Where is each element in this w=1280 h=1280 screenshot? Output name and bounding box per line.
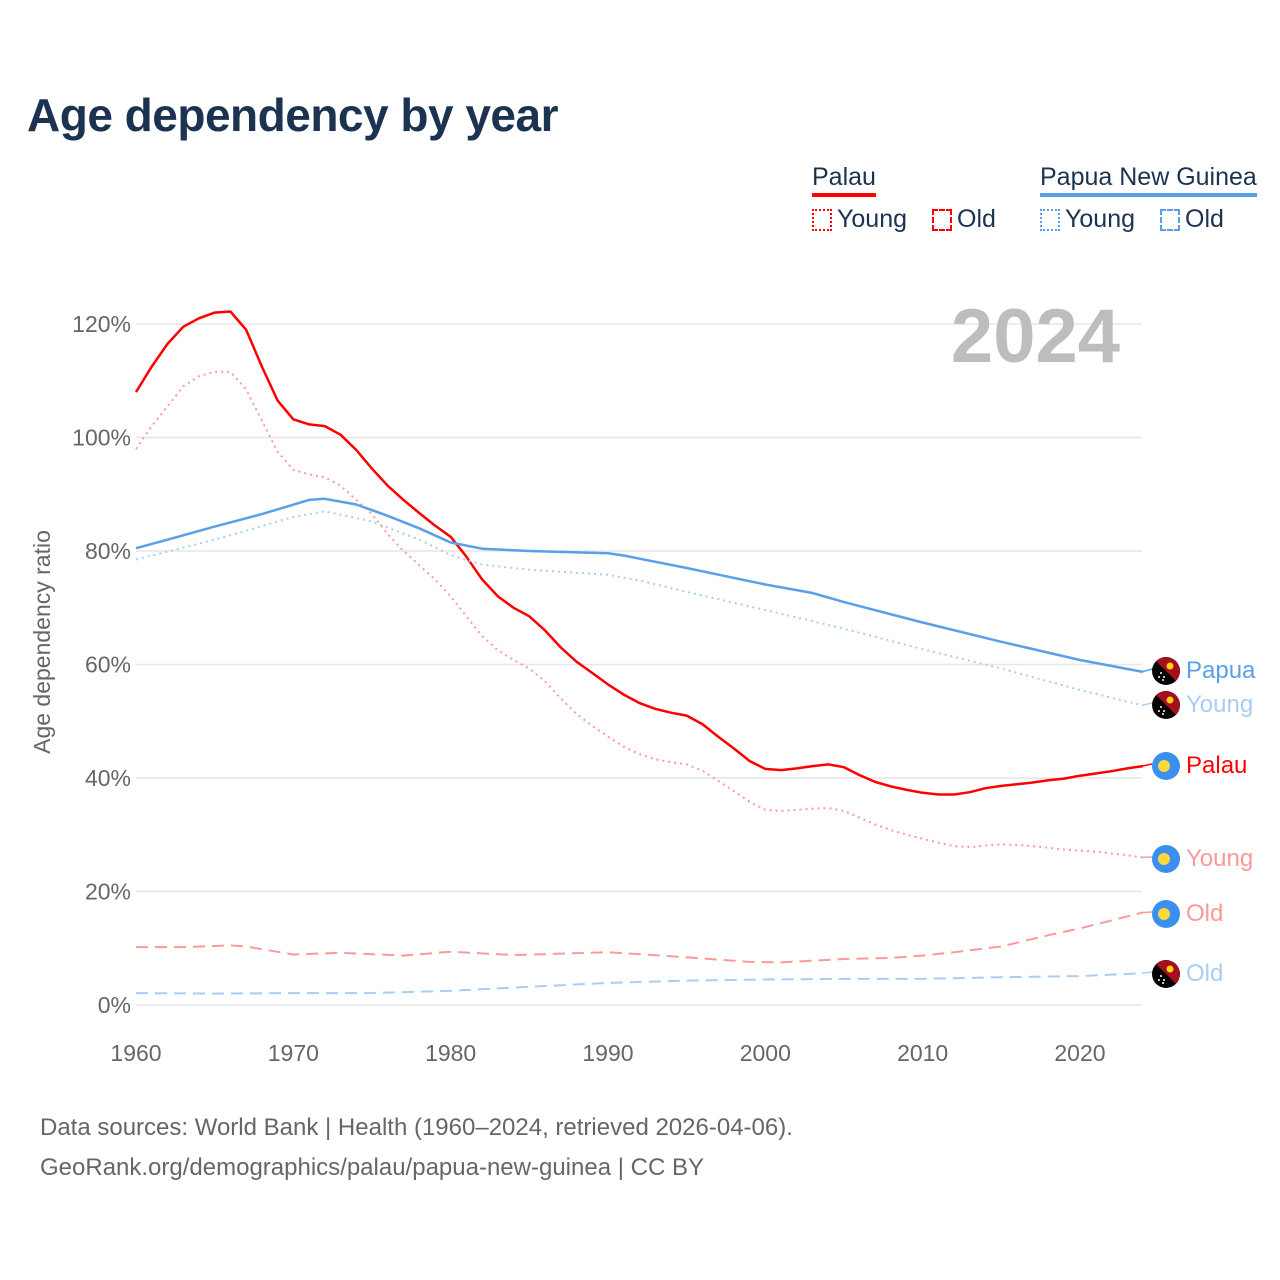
y-tick-label: 80% [85,538,131,564]
end-label: Papua [1186,657,1256,684]
png-flag-icon [1152,960,1180,988]
x-tick-label: 1970 [268,1040,319,1066]
chart-title: Age dependency by year [27,89,558,141]
x-tick-label: 2020 [1054,1040,1105,1066]
palau-flag-icon [1152,900,1180,928]
series-line-palau-young [135,370,1144,859]
end-label: Palau [1186,752,1247,779]
x-tick-label: 2010 [897,1040,948,1066]
series-line-palau [134,310,1144,796]
x-tick-label: 2000 [740,1040,791,1066]
series-line-papua-new-guinea-young [135,510,1144,707]
y-tick-label: 0% [98,992,131,1018]
end-label: Young [1186,691,1253,718]
y-tick-label: 20% [85,879,131,905]
end-label: Old [1186,900,1223,927]
png-flag-icon [1152,657,1180,685]
x-tick-label: 1980 [425,1040,476,1066]
y-tick-label: 60% [85,652,131,678]
x-tick-label: 1990 [582,1040,633,1066]
series-line-palau-old [136,911,1144,964]
source-note: Data sources: World Bank | Health (1960–… [40,1108,793,1188]
series-line-papua-new-guinea [135,497,1144,674]
legend-palau-young[interactable]: Young [812,205,907,234]
legend-label: Old [957,205,996,233]
y-axis-label: Age dependency ratio [29,530,55,754]
legend-label: Young [837,205,907,233]
end-connector [1141,702,1153,707]
palau-flag-icon [1152,752,1180,780]
palau-flag-icon [1152,845,1180,873]
end-label: Young [1186,845,1253,872]
end-label: Old [1186,960,1223,987]
y-tick-label: 100% [72,425,131,451]
end-connector [1141,668,1153,673]
dashed-swatch-icon [1160,208,1180,231]
dotted-swatch-icon [812,208,832,231]
y-tick-label: 40% [85,765,131,791]
legend-palau-old[interactable]: Old [932,205,996,234]
dotted-swatch-icon [1040,208,1060,231]
legend-png-young[interactable]: Young [1040,205,1135,234]
dashed-swatch-icon [932,208,952,231]
legend-palau[interactable]: Palau [812,163,876,197]
legend-png[interactable]: Papua New Guinea [1040,163,1257,197]
grid: 0% 20% 40% 60% 80% 100% 120% 1960 1970 1980 1990 20… [72,311,1142,1066]
png-flag-icon [1152,691,1180,719]
x-tick-label: 1960 [110,1040,161,1066]
source-line-1: Data sources: World Bank | Health (1960–… [40,1114,793,1141]
legend-png-old[interactable]: Old [1160,205,1224,234]
legend-label: Old [1185,205,1224,233]
y-tick-label: 120% [72,311,131,337]
source-line-2[interactable]: GeoRank.org/demographics/palau/papua-new… [40,1154,704,1181]
legend-label: Young [1065,205,1135,233]
series-line-papua-new-guinea-old [135,972,1143,995]
end-connector [1141,763,1153,767]
end-connector [1141,971,1153,974]
year-overlay: 2024 [951,294,1120,379]
